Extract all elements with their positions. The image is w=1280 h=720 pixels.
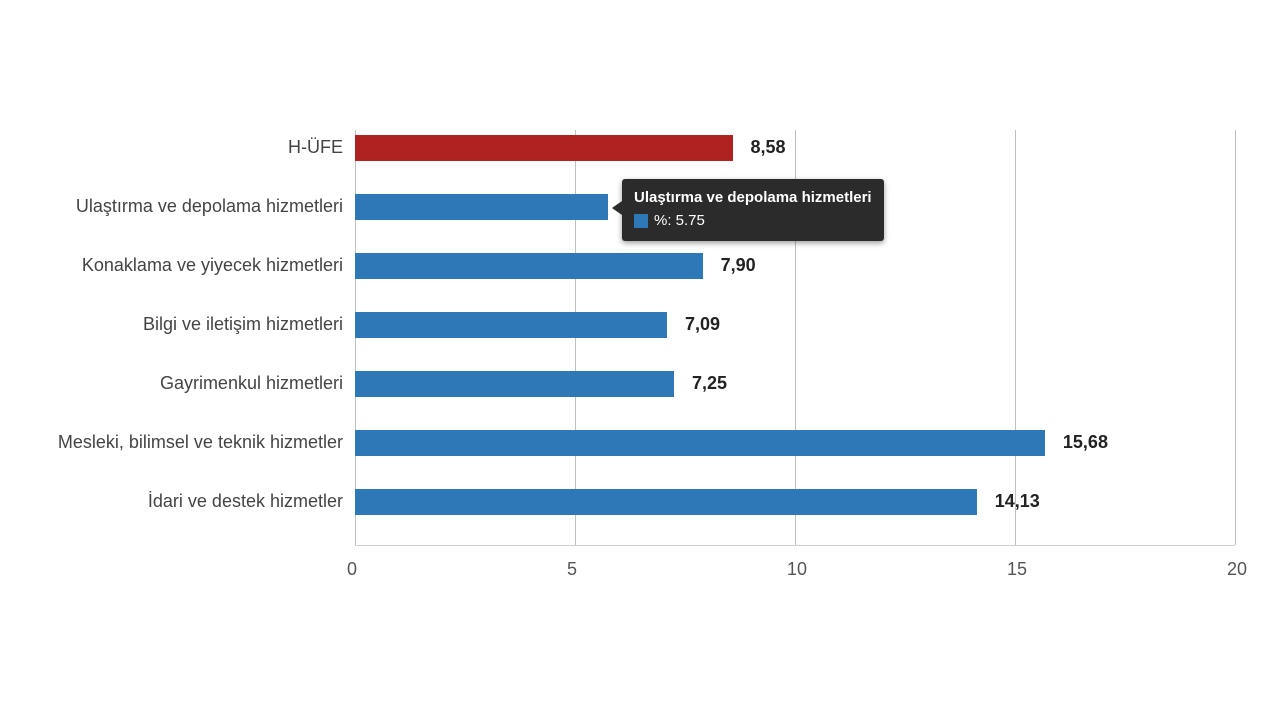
bar[interactable] (355, 489, 977, 515)
bar-value-label: 7,25 (692, 373, 727, 394)
tooltip-row: %: 5.75 (634, 210, 872, 231)
tooltip: Ulaştırma ve depolama hizmetleri%: 5.75 (622, 179, 884, 241)
x-tick-label: 0 (347, 559, 357, 580)
tooltip-title: Ulaştırma ve depolama hizmetleri (634, 187, 872, 208)
bar[interactable] (355, 312, 667, 338)
x-tick-label: 15 (1007, 559, 1027, 580)
x-tick-label: 5 (567, 559, 577, 580)
bar[interactable] (355, 430, 1045, 456)
y-axis-label: Ulaştırma ve depolama hizmetleri (0, 196, 343, 217)
bar-chart: 8,585,757,907,097,2515,6814,13 05101520H… (0, 0, 1280, 720)
bar[interactable] (355, 135, 733, 161)
bar-value-label: 8,58 (751, 137, 786, 158)
tooltip-value: %: 5.75 (654, 210, 705, 231)
bar[interactable] (355, 253, 703, 279)
x-tick-label: 10 (787, 559, 807, 580)
bar-value-label: 7,09 (685, 314, 720, 335)
y-axis-label: Bilgi ve iletişim hizmetleri (0, 314, 343, 335)
y-axis-label: Gayrimenkul hizmetleri (0, 373, 343, 394)
bar[interactable] (355, 371, 674, 397)
y-axis-label: Konaklama ve yiyecek hizmetleri (0, 255, 343, 276)
bar-value-label: 15,68 (1063, 432, 1108, 453)
y-axis-label: İdari ve destek hizmetler (0, 491, 343, 512)
x-tick-label: 20 (1227, 559, 1247, 580)
y-axis-label: H-ÜFE (0, 137, 343, 158)
gridline (1015, 130, 1016, 545)
x-axis-line (355, 545, 1235, 546)
tooltip-swatch (634, 214, 648, 228)
bar[interactable] (355, 194, 608, 220)
y-axis-label: Mesleki, bilimsel ve teknik hizmetler (0, 432, 343, 453)
bar-value-label: 7,90 (721, 255, 756, 276)
tooltip-arrow (612, 201, 622, 215)
gridline (1235, 130, 1236, 545)
bar-value-label: 14,13 (995, 491, 1040, 512)
